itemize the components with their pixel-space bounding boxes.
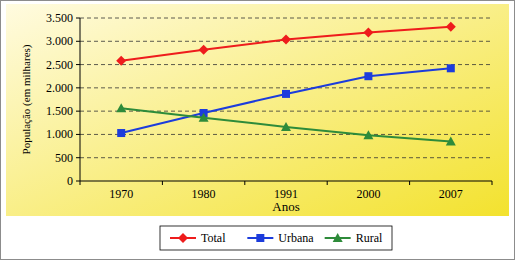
grid-line [80,64,492,65]
x-tick [492,181,493,185]
y-tick [76,134,80,135]
series-line [121,108,451,141]
y-tick [76,18,80,19]
x-axis-label: Anos [272,199,299,214]
y-tick-label: 2.000 [46,81,73,95]
data-point [116,56,126,66]
legend-label: Rural [356,231,383,245]
x-tick-label: 1980 [192,187,216,201]
grid-line [80,18,492,19]
plot-data [116,22,456,146]
data-point [363,130,373,139]
x-axis [80,181,492,182]
y-tick-label: 0 [67,174,73,188]
y-tick-label: 1.500 [46,104,73,118]
y-tick [76,181,80,182]
data-point [199,45,209,55]
legend-marker [256,234,264,242]
x-tick [327,181,328,185]
series-line [121,68,451,133]
y-tick-label: 1.000 [46,127,73,141]
data-point [364,72,372,80]
y-tick [76,157,80,158]
data-point [363,27,373,37]
legend-label: Urbana [278,231,314,245]
y-tick-label: 3.500 [46,11,73,25]
legend-label: Total [201,231,226,245]
legend [160,226,392,250]
frame [1,1,515,260]
x-tick-label: 2007 [439,187,463,201]
chart: 0 500 1.000 1.500 2.000 2.500 3.000 3.500 1970 19… [0,0,515,260]
data-point [282,90,290,98]
legend-marker [178,233,188,243]
data-point [281,34,291,44]
y-tick [76,64,80,65]
data-point [116,103,126,112]
y-tick [76,111,80,112]
data-point [199,113,209,122]
x-tick [244,181,245,185]
x-tick-label: 2000 [356,187,380,201]
x-tick [409,181,410,185]
x-tick [80,181,81,185]
y-tick-label: 500 [55,151,73,165]
chart-background [6,4,509,216]
series-line [121,27,451,61]
grid-line [80,87,492,88]
grid-line [80,157,492,158]
x-tick-label: 1970 [109,187,133,201]
data-point [446,136,456,145]
data-point [281,122,291,131]
legend-marker [333,233,343,242]
y-axis-label: População (em milhares) [20,44,33,154]
data-point [447,64,455,72]
x-tick [162,181,163,185]
data-point [446,22,456,32]
y-tick [76,87,80,88]
y-tick-label: 2.500 [46,58,73,72]
y-tick-label: 3.000 [46,34,73,48]
y-tick [76,41,80,42]
grid-line [80,134,492,135]
y-axis [80,18,81,181]
data-point [117,129,125,137]
